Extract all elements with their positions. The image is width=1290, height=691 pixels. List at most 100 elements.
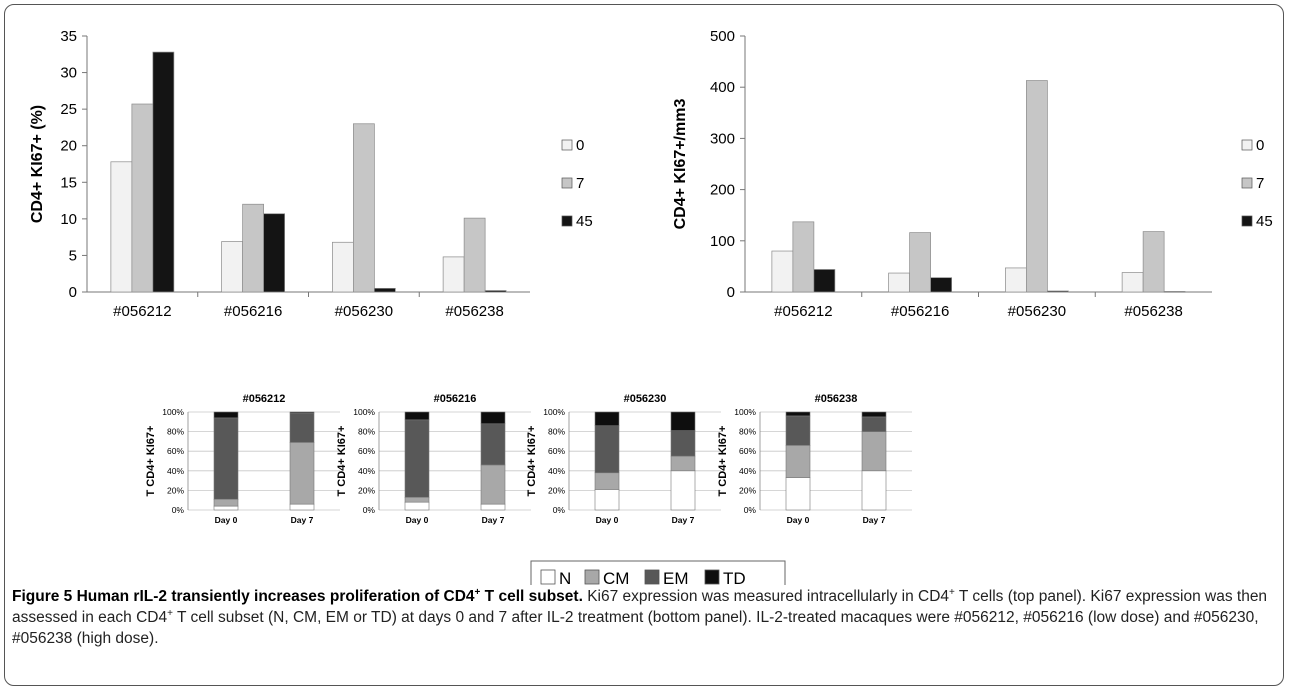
subset-legend: N CM EM TD [530,560,786,585]
stacked-segment [480,411,506,425]
stacked-segment [213,417,239,500]
bar [1026,80,1048,293]
stacked-segment [404,501,430,511]
y-tick-label: 40% [167,466,184,476]
legend-swatch [644,569,660,585]
caption-title: Figure 5 Human rIL-2 transiently increas… [12,586,583,605]
legend-label: TD [723,569,746,585]
y-tick-label: 35 [60,28,77,45]
x-tick-label: Day 7 [863,515,886,525]
stacked-segment [289,411,315,414]
bar [110,161,133,293]
stacked-segment [480,423,506,466]
legend-swatch [1241,215,1253,227]
stacked-segment [861,411,887,418]
y-tick-label: 60% [739,446,756,456]
subset-chart-title: #056212 [243,393,286,405]
stacked-segment [289,503,315,511]
legend-swatch [704,569,720,585]
y-tick-label: 40% [548,466,565,476]
bar [1121,272,1144,293]
stacked-segment [404,411,430,421]
y-tick-label: 80% [548,427,565,437]
subset-chart: #056238 0% 20% 40% 60% 80% 100% T CD4+ KI67+ Day… [717,393,912,525]
y-tick-label: 0% [172,505,185,515]
stacked-segment [785,477,811,511]
x-tick-label: Day 7 [291,515,314,525]
y-tick-label: 80% [739,427,756,437]
x-tick-label: #056212 [113,303,171,320]
y-axis-label: T CD4+ KI67+ [526,426,538,497]
bar [242,203,264,293]
stacked-segment [594,425,620,474]
bar [771,250,794,293]
bar [263,213,285,293]
y-tick-label: 30 [60,65,77,82]
y-axis-label: CD4+ KI67+ (%) [29,105,46,223]
stacked-segment [404,496,430,503]
y-tick-label: 20 [60,138,77,155]
bar [131,103,154,293]
y-axis-label: T CD4+ KI67+ [336,426,348,497]
bar [1047,290,1069,293]
bar [374,287,396,293]
subset-chart: #056212 0% 20% 40% 60% 80% 100% T CD4+ KI67+ Day… [145,393,340,525]
stacked-segment [213,498,239,507]
bar [1005,267,1027,293]
stacked-segment [861,431,887,472]
y-tick-label: 40% [739,466,756,476]
x-tick-label: Day 0 [596,515,619,525]
y-tick-label: 20% [739,485,756,495]
stacked-segment [785,411,811,417]
legend-label: 7 [1256,175,1264,192]
stacked-segment [861,470,887,511]
legend-label: CM [603,569,629,585]
stacked-segment [213,411,239,419]
bar [1163,291,1186,293]
subset-chart-title: #056230 [624,393,667,405]
stacked-segment [670,430,696,457]
bar [930,277,952,293]
stacked-segment [594,411,620,427]
y-tick-label: 60% [167,446,184,456]
x-tick-label: #056238 [1124,303,1182,320]
figure-frame [4,4,1284,686]
legend-label: 7 [576,175,584,192]
y-tick-label: 0% [363,505,376,515]
subset-chart-title: #056216 [434,393,477,405]
stacked-segment [785,415,811,446]
y-tick-label: 100% [543,407,565,417]
stacked-segment [289,442,315,505]
y-axis-label: T CD4+ KI67+ [145,426,157,497]
y-tick-label: 20% [358,485,375,495]
legend-swatch [584,569,600,585]
subset-chart: #056230 0% 20% 40% 60% 80% 100% T CD4+ KI67+ Day… [526,393,721,525]
bar [353,123,375,293]
y-axis-label: T CD4+ KI67+ [717,426,729,497]
y-tick-label: 80% [167,427,184,437]
chart-ki67-per-mm3: 0 100 200 300 400 500 #056212 #056216 #056230 #05… [672,28,1273,320]
bar [1142,231,1165,293]
x-tick-label: Day 7 [672,515,695,525]
legend-swatch [561,215,573,227]
subset-chart: #056216 0% 20% 40% 60% 80% 100% T CD4+ KI67+ Day… [336,393,531,525]
legend-swatch [561,177,573,189]
legend-label: 0 [576,137,584,154]
stacked-segment [670,411,696,431]
stacked-segment [480,464,506,505]
stacked-segment [785,445,811,478]
bar [332,241,354,293]
y-tick-label: 10 [60,211,77,228]
legend-swatch [540,569,556,585]
y-tick-label: 0 [727,284,735,301]
x-tick-label: #056216 [224,303,282,320]
x-tick-label: #056230 [335,303,393,320]
stacked-segment [594,489,620,511]
y-tick-label: 100% [734,407,756,417]
y-tick-label: 300 [710,130,735,147]
stacked-segment [670,470,696,511]
legend-swatch [561,139,573,151]
legend-label: N [559,569,571,585]
x-tick-label: #056238 [445,303,503,320]
